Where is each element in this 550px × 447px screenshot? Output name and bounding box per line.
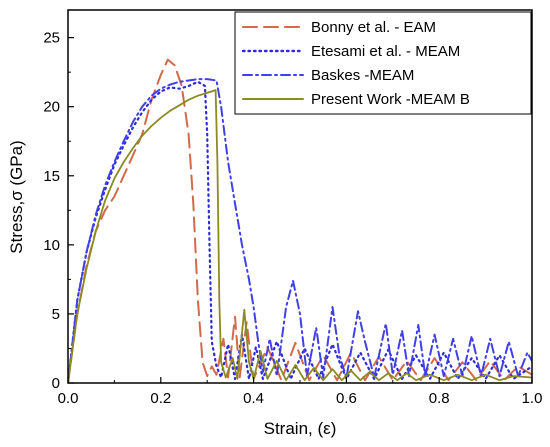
x-tick-label: 0.0 xyxy=(58,390,79,407)
legend-label-4: Present Work -MEAM B xyxy=(311,91,470,108)
legend-label-3: Baskes -MEAM xyxy=(311,67,414,84)
y-tick-label: 10 xyxy=(43,237,60,254)
y-tick-label: 15 xyxy=(43,168,60,185)
series-layer xyxy=(68,58,532,383)
x-tick-label: 0.4 xyxy=(243,390,264,407)
legend-label-2: Etesami et al. - MEAM xyxy=(311,43,460,60)
legend: Bonny et al. - EAM Etesami et al. - MEAM B… xyxy=(234,11,532,115)
legend-label-1: Bonny et al. - EAM xyxy=(311,19,436,36)
x-tick-label: 0.8 xyxy=(429,390,450,407)
series-line-2 xyxy=(68,80,532,383)
x-tick-label: 0.6 xyxy=(336,390,357,407)
y-tick-label: 25 xyxy=(43,30,60,47)
y-tick-label: 0 xyxy=(52,375,60,392)
x-tick-label: 0.2 xyxy=(150,390,171,407)
y-tick-label: 20 xyxy=(43,99,60,116)
legend-box xyxy=(234,11,532,115)
ticks-layer: 0.0 0.2 0.4 0.6 0.8 1.0 0 5 10 15 20 25 xyxy=(43,30,542,407)
series-line-4 xyxy=(68,89,532,383)
y-tick-label: 5 xyxy=(52,306,60,323)
x-tick-label: 1.0 xyxy=(522,390,543,407)
y-axis-label: Stress,σ (GPa) xyxy=(7,140,26,253)
x-axis-label: Strain, (ε) xyxy=(264,419,337,438)
series-line-3 xyxy=(68,78,532,383)
